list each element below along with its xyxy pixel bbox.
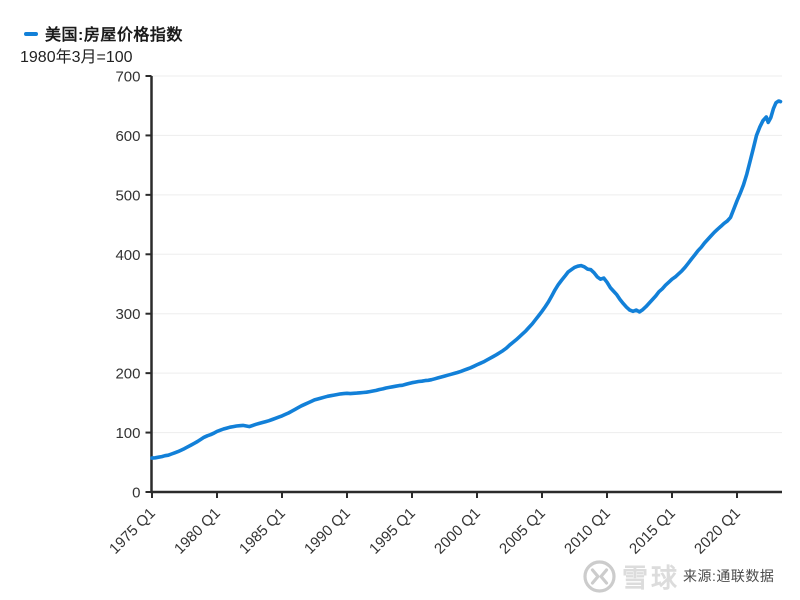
- y-tick-label: 500: [115, 187, 140, 204]
- price-index-series-line[interactable]: [150, 99, 783, 460]
- x-tick-label: 2015 Q1: [626, 505, 679, 558]
- y-tick-label: 700: [115, 69, 140, 86]
- watermark: 雪球: [582, 558, 680, 595]
- watermark-brand-text: 雪球: [622, 563, 681, 593]
- y-tick-label: 200: [115, 366, 140, 383]
- x-tick-label: 1995 Q1: [366, 505, 419, 558]
- legend-line-marker-icon: [24, 32, 38, 36]
- x-tick-label: 2010 Q1: [561, 505, 614, 558]
- y-tick-label: 0: [132, 485, 140, 502]
- y-tick-label: 100: [115, 425, 140, 442]
- x-tick-label: 1990 Q1: [301, 505, 354, 558]
- y-tick-label: 600: [115, 128, 140, 145]
- x-tick-label: 1975 Q1: [106, 505, 159, 558]
- y-tick-label: 400: [115, 247, 140, 264]
- x-tick-label: 1980 Q1: [171, 505, 224, 558]
- chart-subtitle: 1980年3月=100: [20, 49, 133, 66]
- x-tick-label: 2005 Q1: [496, 505, 549, 558]
- xueqiu-snowball-logo-icon: [583, 560, 616, 593]
- x-tick-label: 2020 Q1: [691, 505, 744, 558]
- x-tick-label: 1985 Q1: [236, 505, 289, 558]
- legend-series-label: 美国:房屋价格指数: [45, 27, 183, 44]
- x-tick-label: 2000 Q1: [431, 505, 484, 558]
- data-source-label: 来源:通联数据: [683, 568, 775, 584]
- y-tick-label: 300: [115, 306, 140, 323]
- legend[interactable]: 美国:房屋价格指数: [24, 21, 183, 45]
